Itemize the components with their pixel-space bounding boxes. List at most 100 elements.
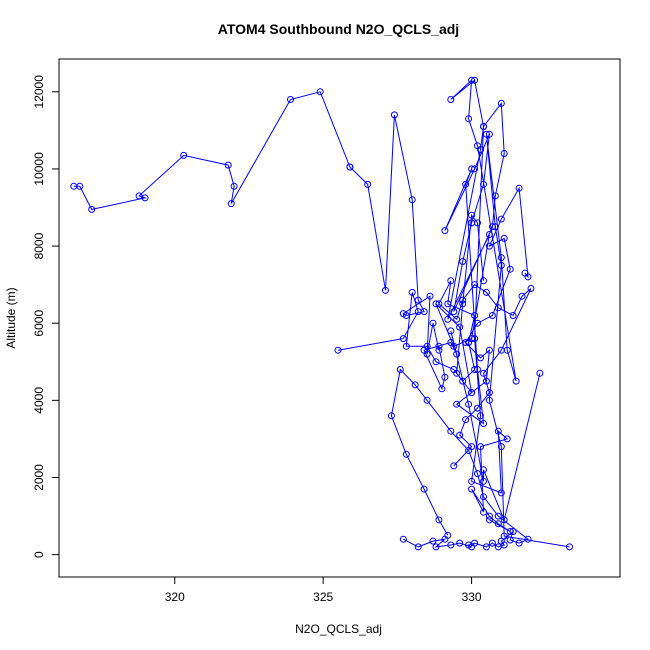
x-axis: 320 325 330 xyxy=(165,577,482,604)
data-point xyxy=(423,396,431,404)
data-point xyxy=(480,123,487,130)
data-point xyxy=(402,342,410,350)
data-point xyxy=(527,285,535,292)
data-point xyxy=(435,346,443,354)
data-point xyxy=(364,180,372,188)
data-point xyxy=(447,96,455,103)
data-point xyxy=(474,404,481,412)
data-point xyxy=(444,315,452,323)
y-axis-label: Altitude (m) xyxy=(4,287,18,348)
data-point xyxy=(480,277,487,285)
data-point xyxy=(471,281,479,289)
data-point xyxy=(456,323,464,331)
data-point xyxy=(471,539,479,547)
data-point xyxy=(494,427,502,435)
data-point xyxy=(468,389,476,397)
data-point xyxy=(465,400,473,408)
data-point xyxy=(497,99,505,107)
data-point xyxy=(459,258,467,265)
data-point xyxy=(230,182,238,190)
y-tick-label: 6000 xyxy=(32,310,46,337)
data-point xyxy=(468,477,476,485)
data-point xyxy=(414,308,422,316)
data-point xyxy=(471,165,479,173)
data-point xyxy=(480,508,487,516)
data-point xyxy=(435,516,443,524)
data-point xyxy=(524,535,532,543)
data-point xyxy=(180,151,188,159)
data-point xyxy=(497,537,505,545)
data-point xyxy=(506,265,514,273)
data-point xyxy=(485,396,493,404)
x-axis-label: N2O_QCLS_adj xyxy=(295,622,382,636)
data-point xyxy=(488,312,496,319)
data-point xyxy=(316,88,324,96)
data-point xyxy=(494,512,502,520)
data-point xyxy=(500,516,508,524)
data-point xyxy=(515,184,523,192)
series-line xyxy=(337,280,532,467)
data-point xyxy=(402,450,410,458)
data-point xyxy=(387,412,395,420)
data-point xyxy=(512,377,520,385)
data-point xyxy=(453,350,461,358)
data-point xyxy=(423,342,431,350)
data-point xyxy=(491,192,499,200)
data-point xyxy=(429,319,437,327)
data-point xyxy=(497,215,505,223)
data-point xyxy=(497,346,505,354)
data-point xyxy=(503,435,511,443)
data-point xyxy=(480,369,487,377)
data-point xyxy=(500,150,508,157)
y-tick-label: 0 xyxy=(32,551,46,558)
y-tick-label: 2000 xyxy=(32,464,46,491)
data-point xyxy=(399,310,407,318)
data-point xyxy=(480,477,487,485)
series-5 xyxy=(387,366,532,551)
data-point xyxy=(408,288,416,296)
data-point xyxy=(471,366,479,373)
data-point xyxy=(411,381,419,389)
data-point xyxy=(566,543,573,551)
data-point xyxy=(441,227,449,235)
data-point xyxy=(471,335,479,343)
data-point xyxy=(447,277,455,285)
series-4 xyxy=(334,277,535,470)
data-point xyxy=(482,288,490,296)
y-tick-label: 10000 xyxy=(32,152,46,186)
data-point xyxy=(524,273,532,281)
data-point xyxy=(447,541,455,549)
data-point xyxy=(465,541,473,549)
data-point xyxy=(509,528,517,535)
data-point xyxy=(488,223,496,231)
data-point xyxy=(456,539,464,547)
series-line xyxy=(435,78,570,548)
y-axis: 0 2000 4000 6000 8000 10000 12000 xyxy=(32,75,59,558)
data-point xyxy=(426,292,434,300)
data-point xyxy=(435,342,443,350)
data-point xyxy=(482,543,490,551)
data-point xyxy=(471,312,479,319)
data-point xyxy=(462,416,470,424)
data-point xyxy=(477,146,484,154)
data-point xyxy=(453,315,461,323)
data-point xyxy=(444,300,452,308)
data-point xyxy=(420,485,428,493)
data-point xyxy=(468,485,476,493)
data-point xyxy=(396,366,404,373)
data-point xyxy=(480,180,487,188)
data-point xyxy=(477,412,484,420)
y-tick-label: 8000 xyxy=(32,232,46,259)
data-point xyxy=(465,339,473,346)
data-point xyxy=(494,520,502,528)
data-point xyxy=(474,319,481,327)
data-point xyxy=(468,211,476,219)
data-point xyxy=(334,346,342,354)
data-point xyxy=(414,296,422,304)
data-point xyxy=(435,300,443,308)
data-point xyxy=(468,165,476,173)
data-point xyxy=(485,231,493,238)
data-point xyxy=(468,76,476,84)
